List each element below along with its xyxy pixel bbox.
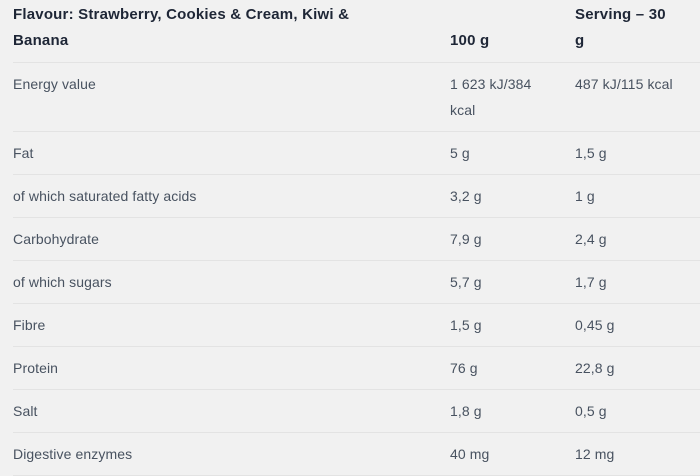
- value-serving: 22,8 g: [575, 346, 700, 390]
- value-serving: 1 g: [575, 174, 700, 218]
- row-label: of which sugars: [13, 260, 450, 304]
- value-serving: 0,5 g: [575, 389, 700, 433]
- value-100g: 5 g: [450, 131, 575, 175]
- table-row-protein: Protein 76 g 22,8 g: [13, 346, 700, 390]
- value-100g: 1,5 g: [450, 303, 575, 347]
- value-100g: 40 mg: [450, 432, 575, 476]
- value-100g: 1 623 kJ/384 kcal: [450, 62, 575, 132]
- row-label: Salt: [13, 389, 450, 433]
- value-serving: 12 mg: [575, 432, 700, 476]
- value-100g: 1,8 g: [450, 389, 575, 433]
- nutrition-header-row: Flavour: Strawberry, Cookies & Cream, Ki…: [13, 0, 700, 63]
- col-header-100g: 100 g: [450, 0, 575, 63]
- col-header-serving: Serving – 30 g: [575, 0, 700, 63]
- table-row-fat: Fat 5 g 1,5 g: [13, 131, 700, 175]
- value-serving: 2,4 g: [575, 217, 700, 261]
- flavour-header-label: Flavour: Strawberry, Cookies & Cream, Ki…: [13, 6, 350, 49]
- table-row-fibre: Fibre 1,5 g 0,45 g: [13, 303, 700, 347]
- nutrition-table-section: Flavour: Strawberry, Cookies & Cream, Ki…: [13, 0, 700, 476]
- row-label: Protein: [13, 346, 450, 390]
- value-serving: 1,7 g: [575, 260, 700, 304]
- value-100g-text: 1 623 kJ/384 kcal: [450, 76, 532, 118]
- col-header-serving-label: Serving – 30 g: [575, 6, 666, 49]
- value-100g: 5,7 g: [450, 260, 575, 304]
- table-row-energy: Energy value 1 623 kJ/384 kcal 487 kJ/11…: [13, 62, 700, 132]
- row-label: of which saturated fatty acids: [13, 174, 450, 218]
- col-header-100g-label: 100 g: [450, 32, 490, 49]
- value-100g: 7,9 g: [450, 217, 575, 261]
- value-100g: 76 g: [450, 346, 575, 390]
- nutrition-table: Flavour: Strawberry, Cookies & Cream, Ki…: [13, 0, 700, 476]
- table-row-digestive-enzymes: Digestive enzymes 40 mg 12 mg: [13, 432, 700, 476]
- row-label: Digestive enzymes: [13, 432, 450, 476]
- table-row-salt: Salt 1,8 g 0,5 g: [13, 389, 700, 433]
- value-serving: 0,45 g: [575, 303, 700, 347]
- row-label: Carbohydrate: [13, 217, 450, 261]
- value-100g: 3,2 g: [450, 174, 575, 218]
- row-label: Fibre: [13, 303, 450, 347]
- table-row-sugars: of which sugars 5,7 g 1,7 g: [13, 260, 700, 304]
- value-serving: 487 kJ/115 kcal: [575, 62, 700, 132]
- table-row-carbohydrate: Carbohydrate 7,9 g 2,4 g: [13, 217, 700, 261]
- table-row-saturated-fat: of which saturated fatty acids 3,2 g 1 g: [13, 174, 700, 218]
- row-label: Fat: [13, 131, 450, 175]
- row-label: Energy value: [13, 62, 450, 132]
- flavour-header-cell: Flavour: Strawberry, Cookies & Cream, Ki…: [13, 0, 450, 63]
- value-serving: 1,5 g: [575, 131, 700, 175]
